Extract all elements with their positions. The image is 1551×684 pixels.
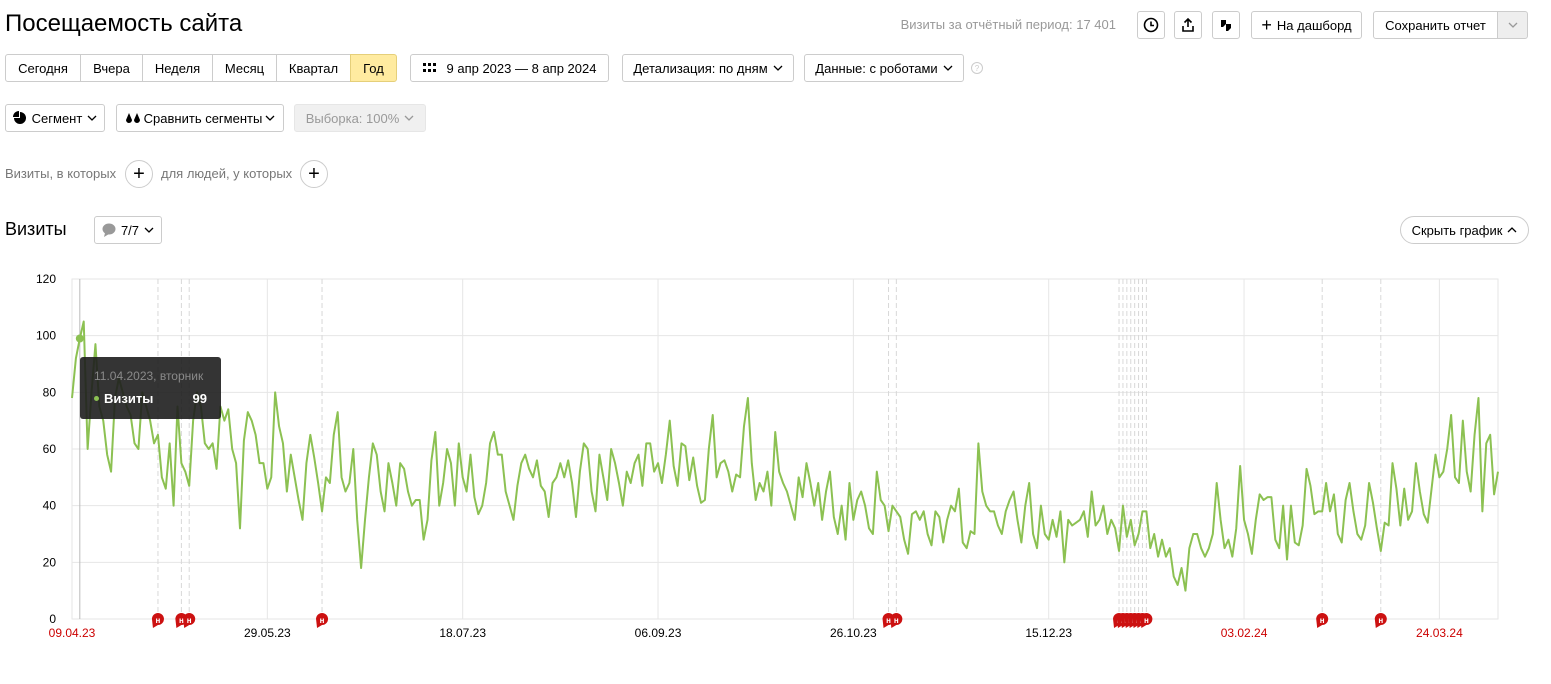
calendar-icon — [422, 63, 436, 72]
save-report-button[interactable]: Сохранить отчет — [1373, 11, 1498, 39]
x-tick-label: 03.02.24 — [1221, 626, 1268, 640]
chart-heading: Визиты — [5, 219, 67, 239]
sample-label: Выборка: 100% — [305, 110, 400, 126]
chevron — [1508, 22, 1517, 28]
chart: 0 20 40 60 80 100 120 09.04.23 29.05.23 18.07.23 0… — [36, 272, 1499, 640]
sample-button: Выборка: 100% — [294, 104, 426, 132]
period-tab[interactable]: Сегодня — [5, 54, 81, 82]
tooltip: 11.04.2023, вторник Визиты 99 — [80, 357, 221, 419]
tooltip-series: Визиты — [94, 391, 153, 406]
segment-label: Сегмент — [31, 110, 83, 126]
dashboard-label: На дашборд — [1276, 17, 1352, 33]
date-range: 9 апр 2023 — 8 апр 2024 — [446, 60, 597, 76]
series-count: 7/7 — [120, 222, 140, 238]
annotation-marker — [316, 613, 329, 628]
y-tick-label: 0 — [49, 612, 56, 626]
series-button[interactable]: 7/7 — [94, 216, 162, 244]
y-tick-label: 80 — [43, 385, 57, 399]
y-tick-label: 60 — [43, 442, 57, 456]
save-label: Сохранить отчет — [1385, 17, 1486, 33]
page-title: Посещаемость сайта — [5, 10, 243, 37]
people-filter-label: для людей, у которых — [161, 166, 293, 181]
segment-button[interactable]: Сегмент — [5, 104, 105, 132]
pie-icon — [12, 111, 26, 124]
annotation-marker — [890, 613, 903, 628]
clock-icon — [1143, 17, 1159, 33]
chevron — [773, 65, 783, 71]
annotation-icon: н — [156, 616, 161, 625]
y-tick-label: 100 — [36, 329, 56, 343]
annotation-marker — [151, 613, 164, 628]
period-tab[interactable]: Неделя — [142, 54, 213, 82]
annotation-icon: н — [894, 616, 899, 625]
annotation-icon: н — [1320, 616, 1325, 625]
svg-text:?: ? — [975, 64, 980, 73]
y-tick-label: 20 — [43, 555, 57, 569]
hide-chart-button[interactable]: Скрыть график — [1400, 216, 1529, 244]
tooltip-value: 99 — [192, 391, 207, 406]
chevron — [943, 65, 953, 71]
date-range-button[interactable]: 9 апр 2023 — 8 апр 2024 — [410, 54, 609, 82]
save-dropdown[interactable] — [1497, 11, 1528, 39]
add-people-filter[interactable]: + — [300, 160, 328, 188]
dashboard-button[interactable]: + На дашборд — [1251, 11, 1362, 39]
data-dropdown[interactable]: Данные: с роботами — [804, 54, 964, 82]
period-tab[interactable]: Год — [350, 54, 397, 82]
chevron — [404, 115, 414, 121]
annotation-marker — [1140, 613, 1153, 628]
annotation-icon: н — [1144, 616, 1149, 625]
annotation-marker — [1374, 613, 1387, 628]
annotation-icon: н — [320, 616, 325, 625]
data-label: Данные: с роботами — [815, 60, 938, 76]
add-visit-filter[interactable]: + — [125, 160, 153, 188]
tooltip-dot — [94, 396, 99, 401]
period-tab[interactable]: Квартал — [276, 54, 351, 82]
period-tab[interactable]: Вчера — [80, 54, 143, 82]
help-icon[interactable]: ? — [971, 62, 983, 74]
x-tick-label: 15.12.23 — [1025, 626, 1072, 640]
chevron — [265, 115, 275, 121]
compare-label: Сравнить сегменты — [143, 110, 263, 126]
detail-label: Детализация: по дням — [633, 60, 768, 76]
share-button[interactable] — [1212, 11, 1240, 39]
plus-icon: + — [1261, 14, 1272, 35]
annotation-marker — [183, 613, 196, 628]
x-tick-label: 09.04.23 — [49, 626, 96, 640]
x-tick-label: 29.05.23 — [244, 626, 291, 640]
annotation-icon: н — [179, 616, 184, 625]
x-tick-label: 06.09.23 — [635, 626, 682, 640]
annotation-icon: н — [1378, 616, 1383, 625]
annotation-icon: н — [886, 616, 891, 625]
chevron — [1507, 227, 1517, 233]
annotation-marker — [1316, 613, 1329, 628]
x-tick-label: 24.03.24 — [1416, 626, 1463, 640]
hover-point — [75, 334, 84, 343]
x-tick-label: 18.07.23 — [439, 626, 486, 640]
history-button[interactable] — [1137, 11, 1165, 39]
export-icon — [1182, 17, 1194, 32]
chevron — [87, 115, 97, 121]
share-icon — [1221, 20, 1231, 31]
chevron — [144, 227, 154, 233]
detail-dropdown[interactable]: Детализация: по дням — [622, 54, 794, 82]
tooltip-series-name: Визиты — [104, 391, 154, 406]
export-button[interactable] — [1174, 11, 1202, 39]
drops-icon — [125, 113, 140, 123]
compare-button[interactable]: Сравнить сегменты — [116, 104, 284, 132]
period-total: Визиты за отчётный период: 17 401 — [900, 17, 1116, 32]
tooltip-date: 11.04.2023, вторник — [94, 369, 204, 383]
annotation-icon: н — [187, 616, 192, 625]
visits-filter-label: Визиты, в которых — [5, 166, 117, 181]
hide-chart-label: Скрыть график — [1411, 222, 1503, 238]
series-line — [71, 320, 1499, 592]
y-tick-label: 120 — [36, 272, 56, 286]
x-tick-label: 26.10.23 — [830, 626, 877, 640]
period-tab[interactable]: Месяц — [212, 54, 277, 82]
bubble-icon — [102, 223, 116, 237]
y-tick-label: 40 — [43, 499, 57, 513]
